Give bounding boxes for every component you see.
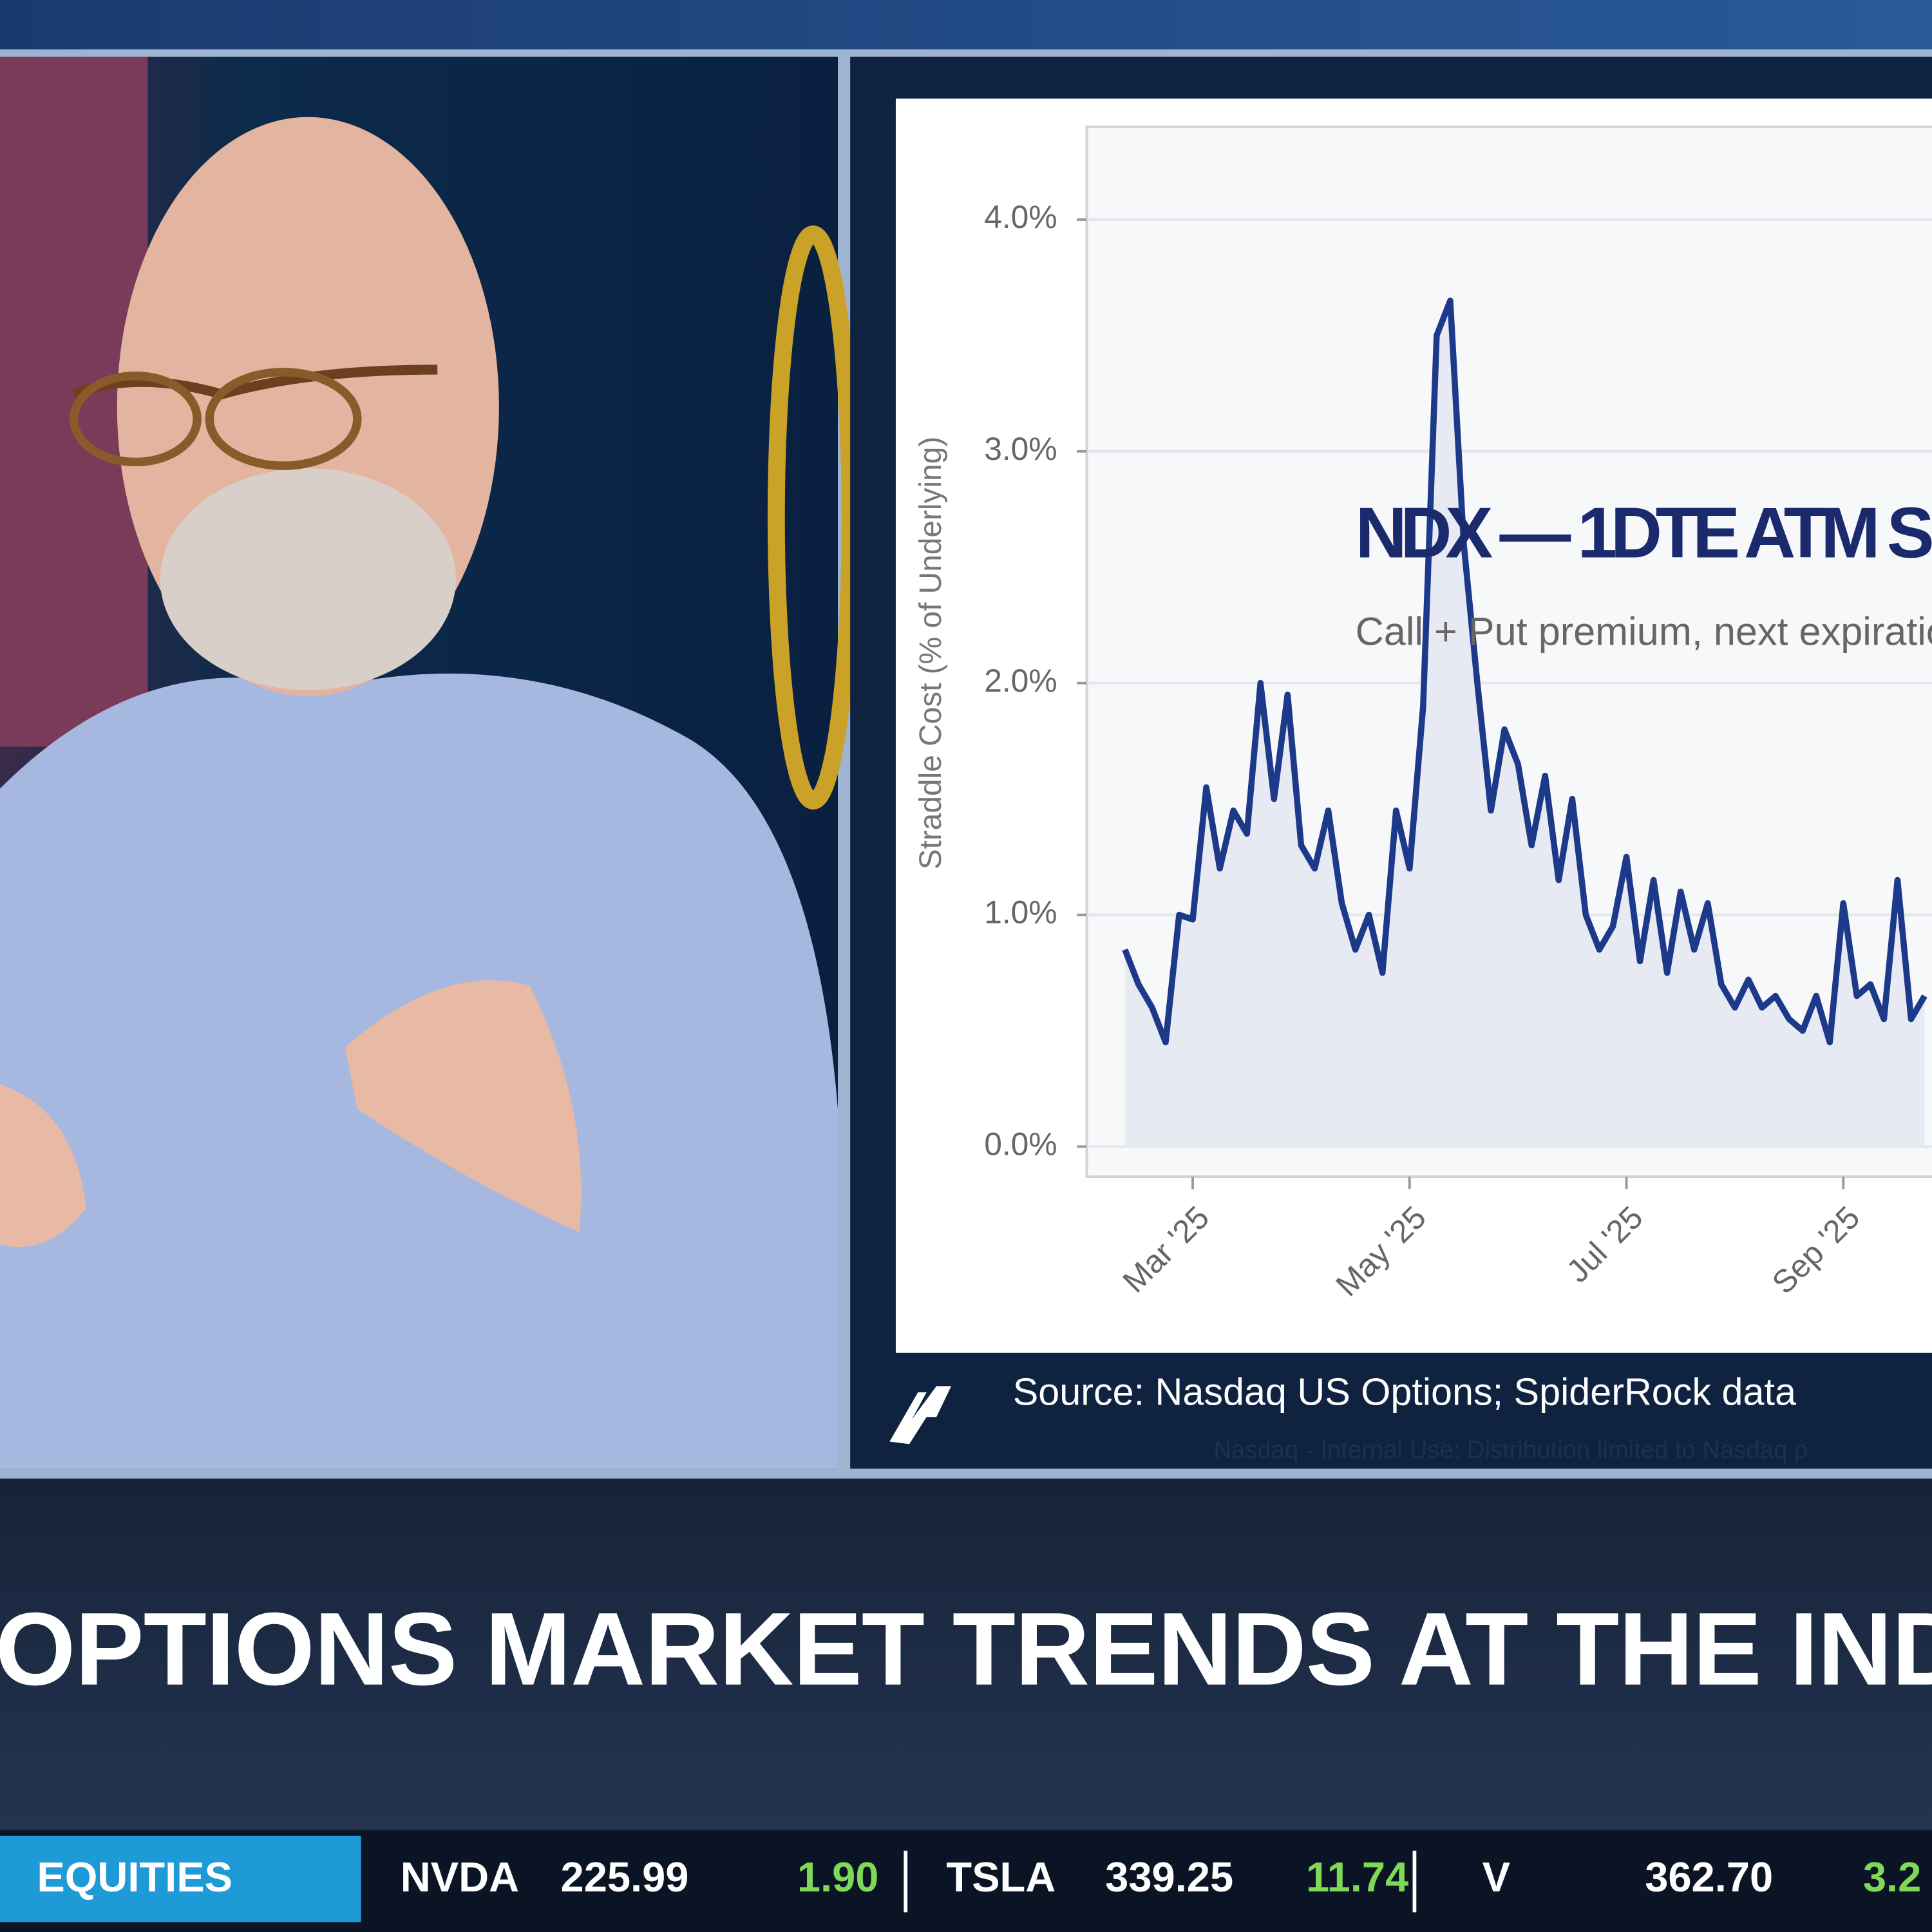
beard bbox=[160, 468, 456, 690]
ticker-change: 11.74 bbox=[1306, 1853, 1408, 1900]
ticker-price: 362.70 bbox=[1645, 1853, 1773, 1900]
ticker-change: 3.2 bbox=[1863, 1853, 1921, 1900]
ticker-symbol: V bbox=[1482, 1853, 1510, 1900]
ticker-section-label: EQUITIES bbox=[37, 1853, 232, 1900]
ticker-change: 1.90 bbox=[797, 1853, 879, 1900]
ticker-price: 225.99 bbox=[561, 1853, 689, 1900]
glasses-lens bbox=[70, 371, 202, 467]
ticker-section bbox=[0, 1835, 361, 1922]
glasses-lens bbox=[205, 368, 362, 470]
ticker-items: NVDA 225.99 1.90 TSLA 339.25 11.74 V 362.70 3.2 bbox=[401, 1850, 1921, 1913]
video-panel bbox=[0, 57, 859, 1469]
line-area bbox=[1124, 300, 1925, 1147]
ticker-symbol: TSLA bbox=[946, 1853, 1056, 1900]
y-tick-label: 4.0% bbox=[984, 199, 1057, 235]
y-axis-label: Straddle Cost (% of Underlying) bbox=[914, 437, 948, 870]
chart-title: NDX — 1DTE ATM S bbox=[1356, 493, 1932, 573]
watermark: Nasdaq - Internal Use: Distribution limi… bbox=[1214, 1436, 1808, 1464]
y-tick-label: 3.0% bbox=[984, 431, 1057, 467]
nasdaq-logo bbox=[889, 1386, 952, 1444]
source-note: Source: Nasdaq US Options; SpiderRock da… bbox=[1013, 1370, 1796, 1413]
line bbox=[1122, 298, 1927, 1046]
ticker-price: 339.25 bbox=[1105, 1853, 1233, 1900]
hand bbox=[345, 980, 582, 1233]
top-bar bbox=[0, 0, 1932, 50]
y-tick-label: 0.0% bbox=[984, 1126, 1057, 1162]
headline: OPTIONS MARKET TRENDS AT THE IND bbox=[0, 1592, 1932, 1707]
y-tick-label: 2.0% bbox=[984, 663, 1057, 699]
y-tick-label: 1.0% bbox=[984, 895, 1057, 931]
chart-subtitle: Call + Put premium, next expiration bbox=[1356, 610, 1932, 654]
ticker-symbol: NVDA bbox=[401, 1853, 519, 1900]
hand bbox=[0, 1084, 86, 1247]
lower-third bbox=[0, 1478, 1932, 1830]
